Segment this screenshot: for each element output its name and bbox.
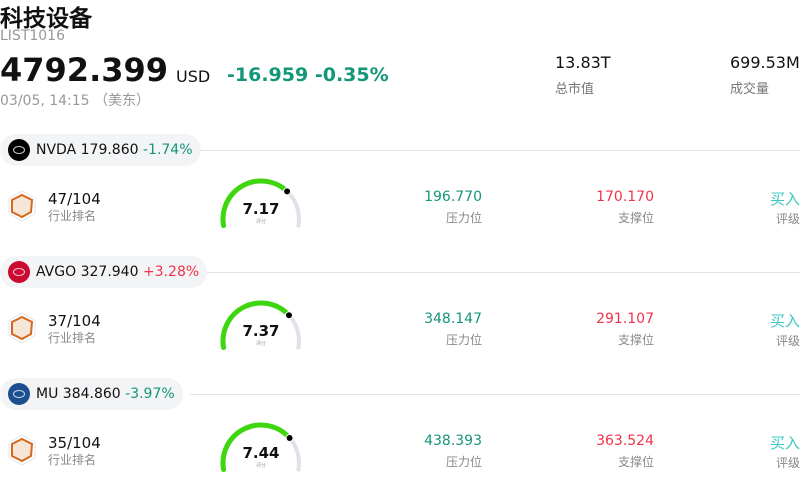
gauge-fill <box>220 300 292 350</box>
radar-hexagon-icon <box>8 312 36 344</box>
score-value: 7.17 <box>242 200 280 218</box>
score-gauge <box>220 300 301 350</box>
industry-rank-label: 行业排名 <box>48 209 97 223</box>
stock-pill-nvda[interactable]: NVDA 179.860 -1.74% <box>0 134 201 166</box>
resistance-label: 压力位 <box>445 333 482 347</box>
score-gauge <box>220 178 301 228</box>
rating-button[interactable]: 买入 <box>769 312 800 330</box>
index-price: 4792.399 <box>0 51 169 89</box>
list-code: LIST1016 <box>0 28 65 44</box>
gauge-fill <box>220 178 290 228</box>
rating-button[interactable]: 买入 <box>769 190 800 208</box>
gauge-fill <box>220 422 293 472</box>
rating-label: 评级 <box>775 212 800 226</box>
score-value: 7.37 <box>242 322 280 340</box>
ticker: AVGO <box>36 264 77 280</box>
price-change: -16.959 -0.35% <box>227 64 389 86</box>
resistance-label: 压力位 <box>445 455 482 469</box>
ticker: MU <box>36 386 59 402</box>
section-divider <box>190 150 800 151</box>
currency: USD <box>176 67 211 86</box>
score-gauge <box>220 422 301 472</box>
stock-pill-mu[interactable]: MU 384.860 -3.97% <box>0 378 183 410</box>
resistance-value: 196.770 <box>424 189 482 205</box>
rating-label: 评级 <box>775 334 800 348</box>
company-logo-icon <box>8 383 30 405</box>
company-logo-icon <box>8 139 30 161</box>
change-percent: -0.35% <box>314 64 389 86</box>
stock-change: -1.74% <box>142 142 193 158</box>
market-cap-value: 13.83T <box>555 53 611 72</box>
score-label: 评分 <box>255 463 266 469</box>
stock-price: 179.860 <box>80 142 139 158</box>
page-title: 科技设备 <box>0 6 92 32</box>
industry-rank-label: 行业排名 <box>48 453 97 467</box>
gauge-marker <box>285 433 294 442</box>
gauge-marker <box>284 311 293 320</box>
volume-label: 成交量 <box>730 82 770 97</box>
timestamp: 03/05, 14:15 （美东） <box>0 93 151 109</box>
support-value: 170.170 <box>596 189 654 205</box>
score-label: 评分 <box>255 341 266 347</box>
stock-change: +3.28% <box>142 264 200 280</box>
industry-rank: 37/104 <box>48 312 101 330</box>
industry-rank: 47/104 <box>48 190 101 208</box>
resistance-value: 438.393 <box>424 433 482 449</box>
industry-rank: 35/104 <box>48 434 101 452</box>
stock-price: 384.860 <box>62 386 121 402</box>
radar-hexagon-icon <box>8 434 36 466</box>
ticker: NVDA <box>36 142 77 158</box>
rating-button[interactable]: 买入 <box>769 434 800 452</box>
stock-price: 327.940 <box>80 264 139 280</box>
stock-pill-avgo[interactable]: AVGO 327.940 +3.28% <box>0 256 208 288</box>
support-label: 支撑位 <box>617 455 654 469</box>
section-divider <box>190 272 800 273</box>
support-value: 291.107 <box>596 311 654 327</box>
rating-label: 评级 <box>775 456 800 470</box>
support-label: 支撑位 <box>617 333 654 347</box>
support-label: 支撑位 <box>617 211 654 225</box>
gauge-marker <box>283 187 292 196</box>
volume-value: 699.53M <box>730 53 800 72</box>
section-divider <box>190 394 800 395</box>
support-value: 363.524 <box>596 433 654 449</box>
resistance-value: 348.147 <box>424 311 482 327</box>
score-label: 评分 <box>255 219 266 225</box>
score-value: 7.44 <box>242 444 280 462</box>
industry-rank-label: 行业排名 <box>48 331 97 345</box>
company-logo-icon <box>8 261 30 283</box>
change-value: -16.959 <box>227 64 309 86</box>
resistance-label: 压力位 <box>445 211 482 225</box>
stock-change: -3.97% <box>125 386 175 402</box>
market-cap-label: 总市值 <box>555 82 595 97</box>
radar-hexagon-icon <box>8 190 36 222</box>
